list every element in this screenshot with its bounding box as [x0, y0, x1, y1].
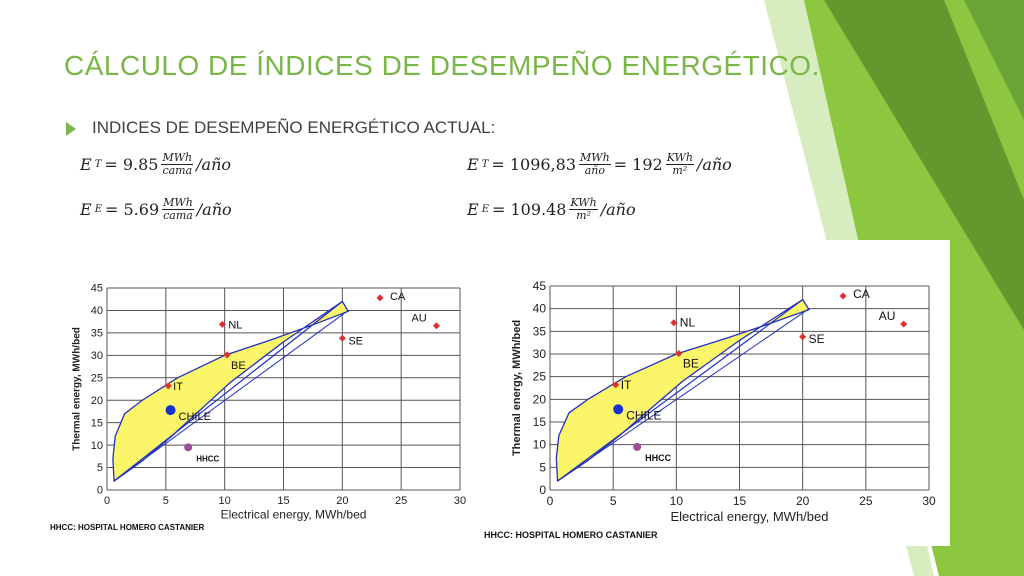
- data-point-it: [164, 382, 172, 390]
- x-tick-label: 15: [733, 494, 747, 508]
- x-tick-label: 0: [104, 495, 110, 507]
- point-label: SE: [809, 332, 825, 346]
- point-label: SE: [348, 335, 363, 347]
- y-tick-label: 0: [539, 483, 546, 497]
- bullet-arrow-icon: [66, 122, 76, 136]
- point-label: HHCC: [196, 454, 219, 463]
- x-tick-label: 5: [610, 494, 617, 508]
- data-point-au: [900, 320, 908, 328]
- data-point-ca: [376, 294, 384, 302]
- y-tick-label: 30: [91, 350, 103, 362]
- footnote: HHCC: HOSPITAL HOMERO CASTANIER: [484, 530, 658, 540]
- y-tick-label: 40: [91, 305, 103, 317]
- energy-scatter-chart-left: 0 5 10 15 20 25 30 0 5 10 15 20 25 30 35 40 45 Electrical…: [44, 270, 476, 538]
- point-label: CHILE: [626, 408, 661, 422]
- y-tick-label: 5: [539, 460, 546, 474]
- x-tick-label: 10: [670, 494, 684, 508]
- point-label: HHCC: [645, 453, 671, 463]
- trend-line-secondary: [113, 310, 349, 482]
- y-tick-label: 20: [533, 392, 547, 406]
- y-axis-label: Thermal energy, MWh/bed: [72, 327, 83, 451]
- trend-line-secondary: [557, 308, 810, 482]
- data-point-be: [223, 351, 231, 359]
- y-tick-label: 5: [97, 462, 103, 474]
- data-point-se: [338, 334, 346, 342]
- data-point-au: [432, 322, 440, 330]
- data-point-nl: [670, 319, 678, 327]
- data-point-hhcc: [184, 443, 193, 452]
- x-tick-label: 30: [922, 494, 936, 508]
- point-label: CHILE: [179, 411, 211, 423]
- x-tick-label: 15: [277, 495, 289, 507]
- footnote: HHCC: HOSPITAL HOMERO CASTANIER: [50, 523, 204, 532]
- point-label: CA: [853, 287, 870, 301]
- y-tick-label: 35: [91, 328, 103, 340]
- data-point-ca: [839, 292, 847, 300]
- point-label: BE: [683, 357, 699, 371]
- y-tick-label: 20: [91, 395, 103, 407]
- y-tick-label: 45: [533, 279, 547, 293]
- point-label: CA: [390, 291, 406, 303]
- y-tick-label: 10: [533, 438, 547, 452]
- point-label: IT: [621, 378, 632, 392]
- x-tick-label: 25: [859, 494, 873, 508]
- y-tick-label: 45: [91, 283, 103, 295]
- data-point-hhcc: [633, 442, 642, 451]
- slide-title: CÁLCULO DE ÍNDICES DE DESEMPEÑO ENERGÉTI…: [64, 50, 820, 81]
- data-point-se: [799, 333, 807, 341]
- data-point-be: [675, 350, 683, 358]
- point-label: AU: [879, 309, 896, 323]
- y-tick-label: 35: [533, 324, 547, 338]
- x-axis-label: Electrical energy, MWh/bed: [221, 508, 367, 522]
- point-label: NL: [680, 316, 696, 330]
- x-tick-label: 25: [395, 495, 407, 507]
- point-label: NL: [228, 319, 242, 331]
- bullet-text: INDICES DE DESEMPEÑO ENERGÉTICO ACTUAL:: [92, 118, 496, 137]
- x-tick-label: 0: [547, 494, 554, 508]
- trend-line: [113, 300, 343, 482]
- x-tick-label: 30: [454, 495, 466, 507]
- x-tick-label: 10: [219, 495, 231, 507]
- y-tick-label: 30: [533, 347, 547, 361]
- y-tick-label: 0: [97, 485, 103, 497]
- x-tick-label: 5: [163, 495, 169, 507]
- point-label: AU: [411, 313, 426, 325]
- point-label: BE: [231, 360, 246, 372]
- x-tick-label: 20: [336, 495, 348, 507]
- energy-scatter-chart-right: 0 5 10 15 20 25 30 0 5 10 15 20 25 30 35 40 45 Electrical…: [478, 240, 950, 546]
- data-point-it: [612, 381, 620, 389]
- data-point-nl: [218, 320, 226, 328]
- y-axis-label: Thermal energy, MWh/bed: [511, 320, 523, 456]
- data-point-chile: [165, 405, 176, 416]
- y-tick-label: 10: [91, 440, 103, 452]
- trend-line: [557, 299, 804, 482]
- data-point-chile: [613, 404, 624, 415]
- point-label: IT: [173, 381, 183, 393]
- y-tick-label: 15: [533, 415, 547, 429]
- y-tick-label: 25: [91, 372, 103, 384]
- y-tick-label: 40: [533, 302, 547, 316]
- y-tick-label: 25: [533, 370, 547, 384]
- x-tick-label: 20: [796, 494, 810, 508]
- y-tick-label: 15: [91, 417, 103, 429]
- x-axis-label: Electrical energy, MWh/bed: [671, 509, 829, 524]
